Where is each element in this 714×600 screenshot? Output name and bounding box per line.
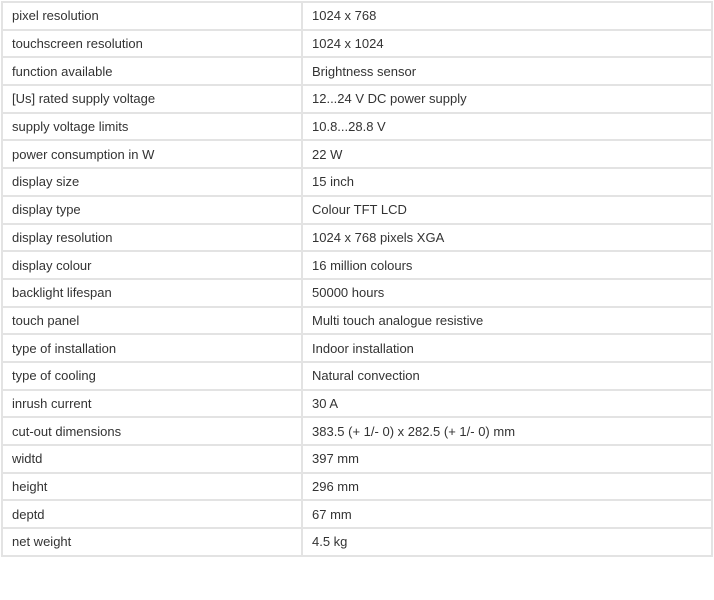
table-row: backlight lifespan 50000 hours	[1, 277, 713, 308]
spec-label: inrush current	[1, 388, 303, 419]
table-row: display type Colour TFT LCD	[1, 194, 713, 225]
spec-value: 50000 hours	[301, 277, 713, 308]
spec-table: pixel resolution 1024 x 768 touchscreen re…	[1, 1, 713, 557]
spec-label: type of cooling	[1, 360, 303, 391]
spec-value: 16 million colours	[301, 250, 713, 280]
spec-value: 22 W	[301, 139, 713, 170]
spec-value: 4.5 kg	[301, 527, 713, 557]
spec-value: Natural convection	[301, 360, 713, 391]
table-row: power consumption in W 22 W	[1, 139, 713, 170]
spec-value: 1024 x 768 pixels XGA	[301, 222, 713, 253]
spec-value: 12...24 V DC power supply	[301, 84, 713, 114]
table-row: touch panel Multi touch analogue resistiv…	[1, 305, 713, 336]
spec-value: Indoor installation	[301, 333, 713, 363]
table-row: height 296 mm	[1, 471, 713, 502]
spec-label: [Us] rated supply voltage	[1, 84, 303, 114]
table-row: touchscreen resolution 1024 x 1024	[1, 28, 713, 59]
table-row: widtd 397 mm	[1, 444, 713, 474]
table-row: display size 15 inch	[1, 167, 713, 197]
table-row: pixel resolution 1024 x 768	[1, 1, 713, 31]
spec-value: Colour TFT LCD	[301, 194, 713, 225]
spec-label: pixel resolution	[1, 1, 303, 31]
spec-label: deptd	[1, 499, 303, 530]
table-row: deptd 67 mm	[1, 499, 713, 530]
spec-value: Brightness sensor	[301, 56, 713, 87]
spec-label: supply voltage limits	[1, 111, 303, 142]
spec-value: 10.8...28.8 V	[301, 111, 713, 142]
spec-label: function available	[1, 56, 303, 87]
spec-label: touch panel	[1, 305, 303, 336]
spec-label: type of installation	[1, 333, 303, 363]
spec-value: 30 A	[301, 388, 713, 419]
spec-label: display type	[1, 194, 303, 225]
table-row: cut-out dimensions 383.5 (+ 1/- 0) x 282.…	[1, 416, 713, 446]
spec-value: 15 inch	[301, 167, 713, 197]
spec-label: display colour	[1, 250, 303, 280]
spec-value: Multi touch analogue resistive	[301, 305, 713, 336]
spec-value: 383.5 (+ 1/- 0) x 282.5 (+ 1/- 0) mm	[301, 416, 713, 446]
table-row: supply voltage limits 10.8...28.8 V	[1, 111, 713, 142]
spec-label: display resolution	[1, 222, 303, 253]
spec-label: height	[1, 471, 303, 502]
spec-label: touchscreen resolution	[1, 28, 303, 59]
table-row: type of cooling Natural convection	[1, 360, 713, 391]
table-row: [Us] rated supply voltage 12...24 V DC po…	[1, 84, 713, 114]
table-row: function available Brightness sensor	[1, 56, 713, 87]
spec-value: 1024 x 1024	[301, 28, 713, 59]
table-row: display colour 16 million colours	[1, 250, 713, 280]
spec-value: 1024 x 768	[301, 1, 713, 31]
spec-label: backlight lifespan	[1, 277, 303, 308]
spec-value: 296 mm	[301, 471, 713, 502]
spec-label: cut-out dimensions	[1, 416, 303, 446]
spec-label: widtd	[1, 444, 303, 474]
table-row: inrush current 30 A	[1, 388, 713, 419]
spec-value: 397 mm	[301, 444, 713, 474]
table-row: display resolution 1024 x 768 pixels XGA	[1, 222, 713, 253]
spec-label: net weight	[1, 527, 303, 557]
spec-label: power consumption in W	[1, 139, 303, 170]
table-row: net weight 4.5 kg	[1, 527, 713, 557]
spec-label: display size	[1, 167, 303, 197]
table-row: type of installation Indoor installation	[1, 333, 713, 363]
spec-value: 67 mm	[301, 499, 713, 530]
